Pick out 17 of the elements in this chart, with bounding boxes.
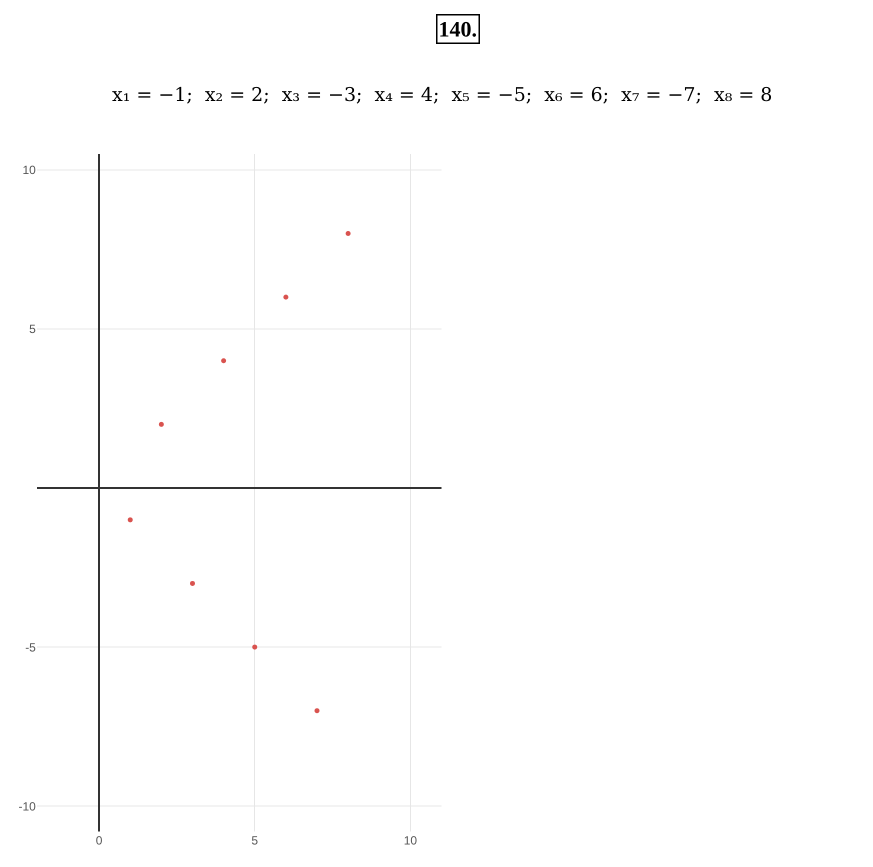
point bbox=[346, 231, 351, 236]
chart-subtitle: x₁ = −1; x₂ = 2; x₃ = −3; x₄ = 4; x₅ = −5; x₆ = 6; x₇ = −7; x₈ = 8 bbox=[112, 84, 772, 106]
point bbox=[283, 294, 288, 300]
x-tick-label: 0 bbox=[96, 834, 103, 848]
point bbox=[252, 644, 258, 650]
y-tick-label: -5 bbox=[25, 640, 36, 654]
x-tick-label: 5 bbox=[251, 834, 258, 848]
point bbox=[221, 358, 226, 364]
point bbox=[128, 517, 133, 522]
point bbox=[190, 580, 195, 586]
point bbox=[314, 708, 320, 714]
y-tick-label: 10 bbox=[22, 163, 36, 178]
point bbox=[158, 422, 164, 427]
y-tick-label: -10 bbox=[18, 799, 36, 814]
x-tick-label: 10 bbox=[404, 834, 418, 848]
y-tick-label: 5 bbox=[29, 322, 36, 336]
chart-title: 140. bbox=[438, 16, 477, 42]
